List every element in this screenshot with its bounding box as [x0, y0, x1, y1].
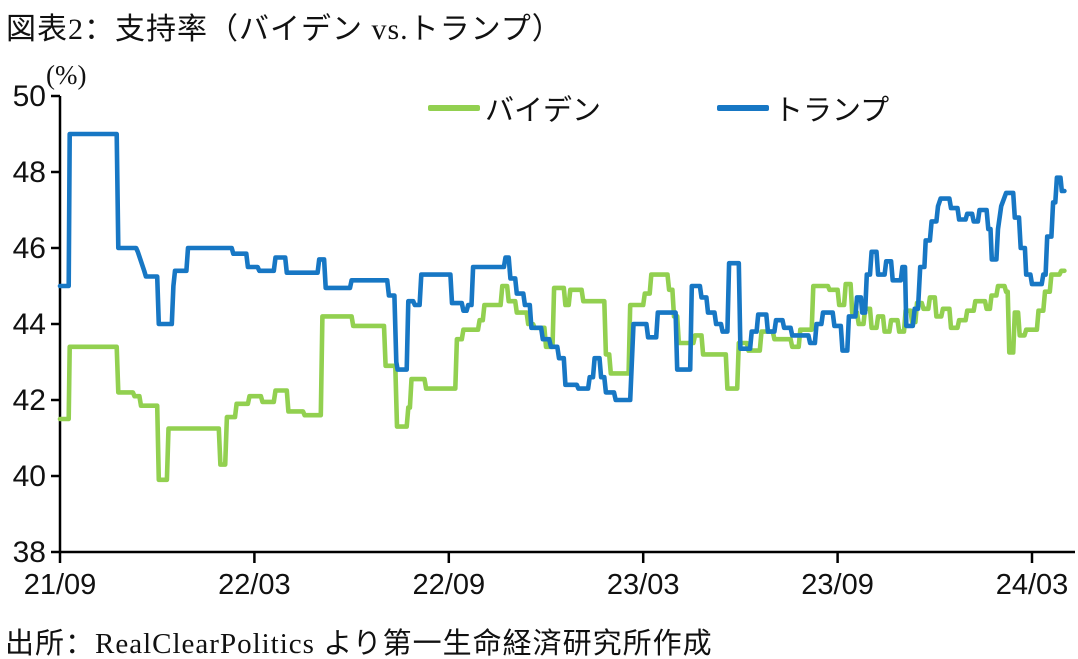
x-tick-label: 22/03 — [218, 569, 291, 601]
biden-line-swatch — [428, 105, 480, 111]
biden-series-line — [57, 268, 1067, 483]
x-tick-label: 24/03 — [996, 569, 1069, 601]
trump-line-swatch — [717, 105, 769, 111]
x-tick-label: 22/09 — [413, 569, 486, 601]
x-tick-label: 23/09 — [801, 569, 874, 601]
y-axis-unit-label: (%) — [46, 60, 86, 90]
y-tick-label: 40 — [13, 460, 46, 493]
legend-item-trump: トランプ — [717, 87, 889, 129]
legend-item-biden: バイデン — [428, 87, 601, 129]
trump-series-line — [57, 131, 1067, 403]
figure-title: 図表2：支持率（バイデン vs.トランプ） — [6, 13, 563, 46]
legend-label-biden: バイデン — [485, 95, 602, 127]
legend-label-trump: トランプ — [774, 95, 890, 127]
y-tick-label: 44 — [13, 308, 46, 341]
y-tick-label: 42 — [13, 384, 46, 417]
x-tick-label: 21/09 — [24, 569, 97, 601]
y-tick-label: 48 — [13, 156, 46, 189]
y-tick-label: 46 — [13, 232, 46, 265]
source-note: 出所：RealClearPolitics より第一生命経済研究所作成 — [5, 628, 713, 659]
x-tick-label: 23/03 — [607, 569, 680, 601]
y-tick-label: 38 — [13, 536, 46, 569]
y-tick-label: 50 — [13, 80, 46, 113]
